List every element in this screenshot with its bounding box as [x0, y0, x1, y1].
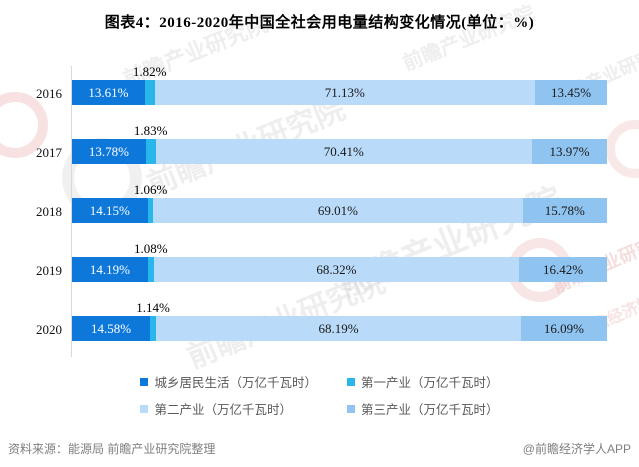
segment-value-label: 16.42% — [543, 261, 584, 277]
year-label: 2016 — [36, 86, 62, 101]
bar-segment — [150, 316, 157, 341]
legend-swatch — [140, 404, 149, 413]
segment-value-label-above: 1.14% — [136, 300, 170, 315]
bar-row: 2018 14.15% 69.01% 15.78% 1.06% — [0, 178, 639, 237]
bar-segment: 13.61% — [72, 80, 145, 105]
bar-segment: 16.09% — [520, 316, 607, 341]
bar-row: 2016 13.61% 71.13% 13.45% 1.82% — [0, 60, 639, 119]
legend: 城乡居民生活（万亿千瓦时） 第一产业（万亿千瓦时） 第二产业（万亿千瓦时） 第三产业（… — [0, 372, 639, 418]
legend-label: 第二产业（万亿千瓦时） — [154, 403, 292, 417]
legend-swatch — [347, 377, 355, 386]
chart-area: 2016 13.61% 71.13% 13.45% 1.82% 2017 13.78% 70.… — [0, 60, 639, 357]
segment-value-label: 16.09% — [543, 320, 584, 336]
segment-value-label: 13.97% — [549, 143, 590, 159]
segment-value-label: 68.19% — [318, 320, 359, 336]
segment-value-label: 15.78% — [544, 202, 585, 218]
segment-value-label: 14.58% — [90, 320, 132, 336]
bar-segment: 13.45% — [535, 80, 608, 105]
bar-segment: 15.78% — [522, 198, 607, 223]
bar-segment: 70.41% — [155, 139, 533, 164]
bar-segment: 13.78% — [72, 139, 146, 164]
segment-value-label: 68.32% — [316, 261, 357, 277]
segment-value-label-above: 1.83% — [133, 123, 168, 138]
segment-value-label: 69.01% — [317, 202, 358, 218]
year-label: 2020 — [36, 322, 62, 337]
segment-value-label: 13.61% — [88, 84, 129, 100]
bar-segment — [147, 257, 154, 282]
segment-value-label: 71.13% — [324, 84, 365, 100]
bar-track: 14.58% 68.19% 16.09% 1.14% — [72, 300, 607, 341]
bar-segment: 68.19% — [156, 316, 521, 341]
footer: 资料来源：能源局 前瞻产业研究院整理 @前瞻经济学人APP — [8, 440, 631, 457]
bar-track: 14.15% 69.01% 15.78% 1.06% — [72, 182, 607, 223]
year-label: 2017 — [36, 145, 62, 160]
bar-segment: 71.13% — [154, 80, 536, 105]
segment-value-label: 70.41% — [323, 143, 364, 159]
year-label: 2019 — [36, 263, 62, 278]
legend-label: 第一产业（万亿千瓦时） — [361, 376, 499, 390]
y-axis-line — [71, 66, 72, 357]
source-note: 资料来源：能源局 前瞻产业研究院整理 — [8, 442, 216, 456]
bar-segment: 68.32% — [153, 257, 520, 282]
bar-segment: 13.97% — [532, 139, 607, 164]
bar-track: 14.19% 68.32% 16.42% 1.08% — [72, 241, 607, 282]
bar-segment — [147, 198, 154, 223]
bar-segment: 16.42% — [519, 257, 607, 282]
bar-segment: 14.58% — [72, 316, 150, 341]
legend-swatch — [347, 404, 355, 413]
segment-value-label: 13.78% — [88, 143, 129, 159]
legend-item: 第二产业（万亿千瓦时） — [140, 399, 317, 418]
bar-segment: 14.19% — [72, 257, 148, 282]
legend-item: 第三产业（万亿千瓦时） — [347, 399, 499, 418]
legend-label: 城乡居民生活（万亿千瓦时） — [154, 376, 317, 390]
segment-value-label: 14.15% — [89, 202, 130, 218]
bar-segment: 69.01% — [153, 198, 523, 223]
bar-row: 2017 13.78% 70.41% 13.97% 1.83% — [0, 119, 639, 178]
segment-value-label: 14.19% — [89, 261, 130, 277]
chart-title: 图表4：2016-2020年中国全社会用电量结构变化情况(单位：%) — [104, 15, 535, 31]
bar-row: 2020 14.58% 68.19% 16.09% 1.14% — [0, 296, 639, 355]
segment-value-label-above: 1.08% — [134, 241, 168, 256]
segment-value-label-above: 1.82% — [132, 64, 167, 79]
bar-track: 13.78% 70.41% 13.97% 1.83% — [72, 123, 607, 164]
credit-note: @前瞻经济学人APP — [522, 442, 631, 456]
segment-value-label: 13.45% — [550, 84, 592, 100]
bar-segment — [145, 139, 156, 164]
year-label: 2018 — [36, 204, 62, 219]
legend-label: 第三产业（万亿千瓦时） — [361, 403, 499, 417]
bar-segment — [144, 80, 155, 105]
bar-row: 2019 14.19% 68.32% 16.42% 1.08% — [0, 237, 639, 296]
bar-segment: 14.15% — [72, 198, 148, 223]
legend-item: 城乡居民生活（万亿千瓦时） — [140, 372, 317, 391]
segment-value-label-above: 1.06% — [133, 182, 168, 197]
bar-track: 13.61% 71.13% 13.45% 1.82% — [72, 64, 608, 105]
legend-item: 第一产业（万亿千瓦时） — [347, 372, 499, 391]
legend-swatch — [140, 377, 149, 386]
